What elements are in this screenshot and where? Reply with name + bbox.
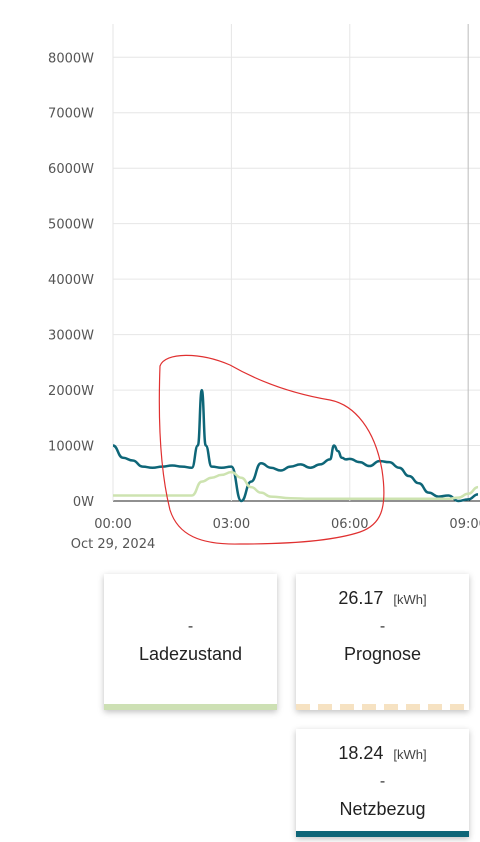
card-unit: [kWh]: [393, 592, 427, 607]
x-tick-label: 00:00: [94, 517, 131, 532]
y-tick-label: 3000W: [48, 329, 94, 344]
card-label: Netzbezug: [339, 799, 426, 819]
x-tick-label: 06:00: [331, 517, 368, 532]
card-value: 18.24: [338, 743, 384, 763]
card-unit: [kWh]: [393, 747, 427, 762]
x-axis-labels: 00:00 03:00 06:00 09:00: [94, 517, 480, 532]
card-dash: -: [187, 618, 194, 635]
power-chart: 0W 1000W 2000W 3000W 4000W 5000W 6000W 7000W 800…: [48, 24, 480, 552]
chart-grid: [112, 24, 480, 502]
y-tick-label: 8000W: [48, 51, 94, 66]
card-ladezustand[interactable]: - Ladezustand: [104, 574, 277, 710]
y-tick-label: 6000W: [48, 162, 94, 177]
card-accent-bar: [296, 704, 469, 710]
y-tick-label: 0W: [73, 495, 94, 510]
y-axis-labels: 0W 1000W 2000W 3000W 4000W 5000W 6000W 7000W 800…: [48, 51, 94, 510]
x-tick-label: 09:00: [449, 517, 480, 532]
y-tick-label: 2000W: [48, 384, 94, 399]
x-tick-label: 03:00: [213, 517, 250, 532]
chart-series: [112, 388, 479, 503]
y-tick-label: 4000W: [48, 273, 94, 288]
card-value-row: [104, 588, 277, 609]
card-value-row: 18.24 [kWh]: [296, 743, 469, 764]
card-netzbezug[interactable]: 18.24 [kWh] - Netzbezug: [296, 729, 469, 837]
y-tick-label: 7000W: [48, 107, 94, 122]
series-line-0: [112, 388, 479, 503]
card-accent-bar: [296, 831, 469, 837]
y-tick-label: 5000W: [48, 218, 94, 233]
card-dash: -: [379, 773, 386, 790]
card-prognose[interactable]: 26.17 [kWh] - Prognose: [296, 574, 469, 710]
card-dash: -: [379, 618, 386, 635]
y-tick-label: 1000W: [48, 440, 94, 455]
x-axis-date-label: Oct 29, 2024: [71, 537, 156, 552]
card-label: Prognose: [343, 644, 422, 664]
card-accent-bar: [104, 704, 277, 710]
card-label: Ladezustand: [138, 644, 243, 664]
hand-drawn-annotation-circle: [158, 354, 385, 545]
series-line-1: [113, 470, 479, 501]
card-value: 26.17: [338, 588, 384, 608]
card-value-row: 26.17 [kWh]: [296, 588, 469, 609]
